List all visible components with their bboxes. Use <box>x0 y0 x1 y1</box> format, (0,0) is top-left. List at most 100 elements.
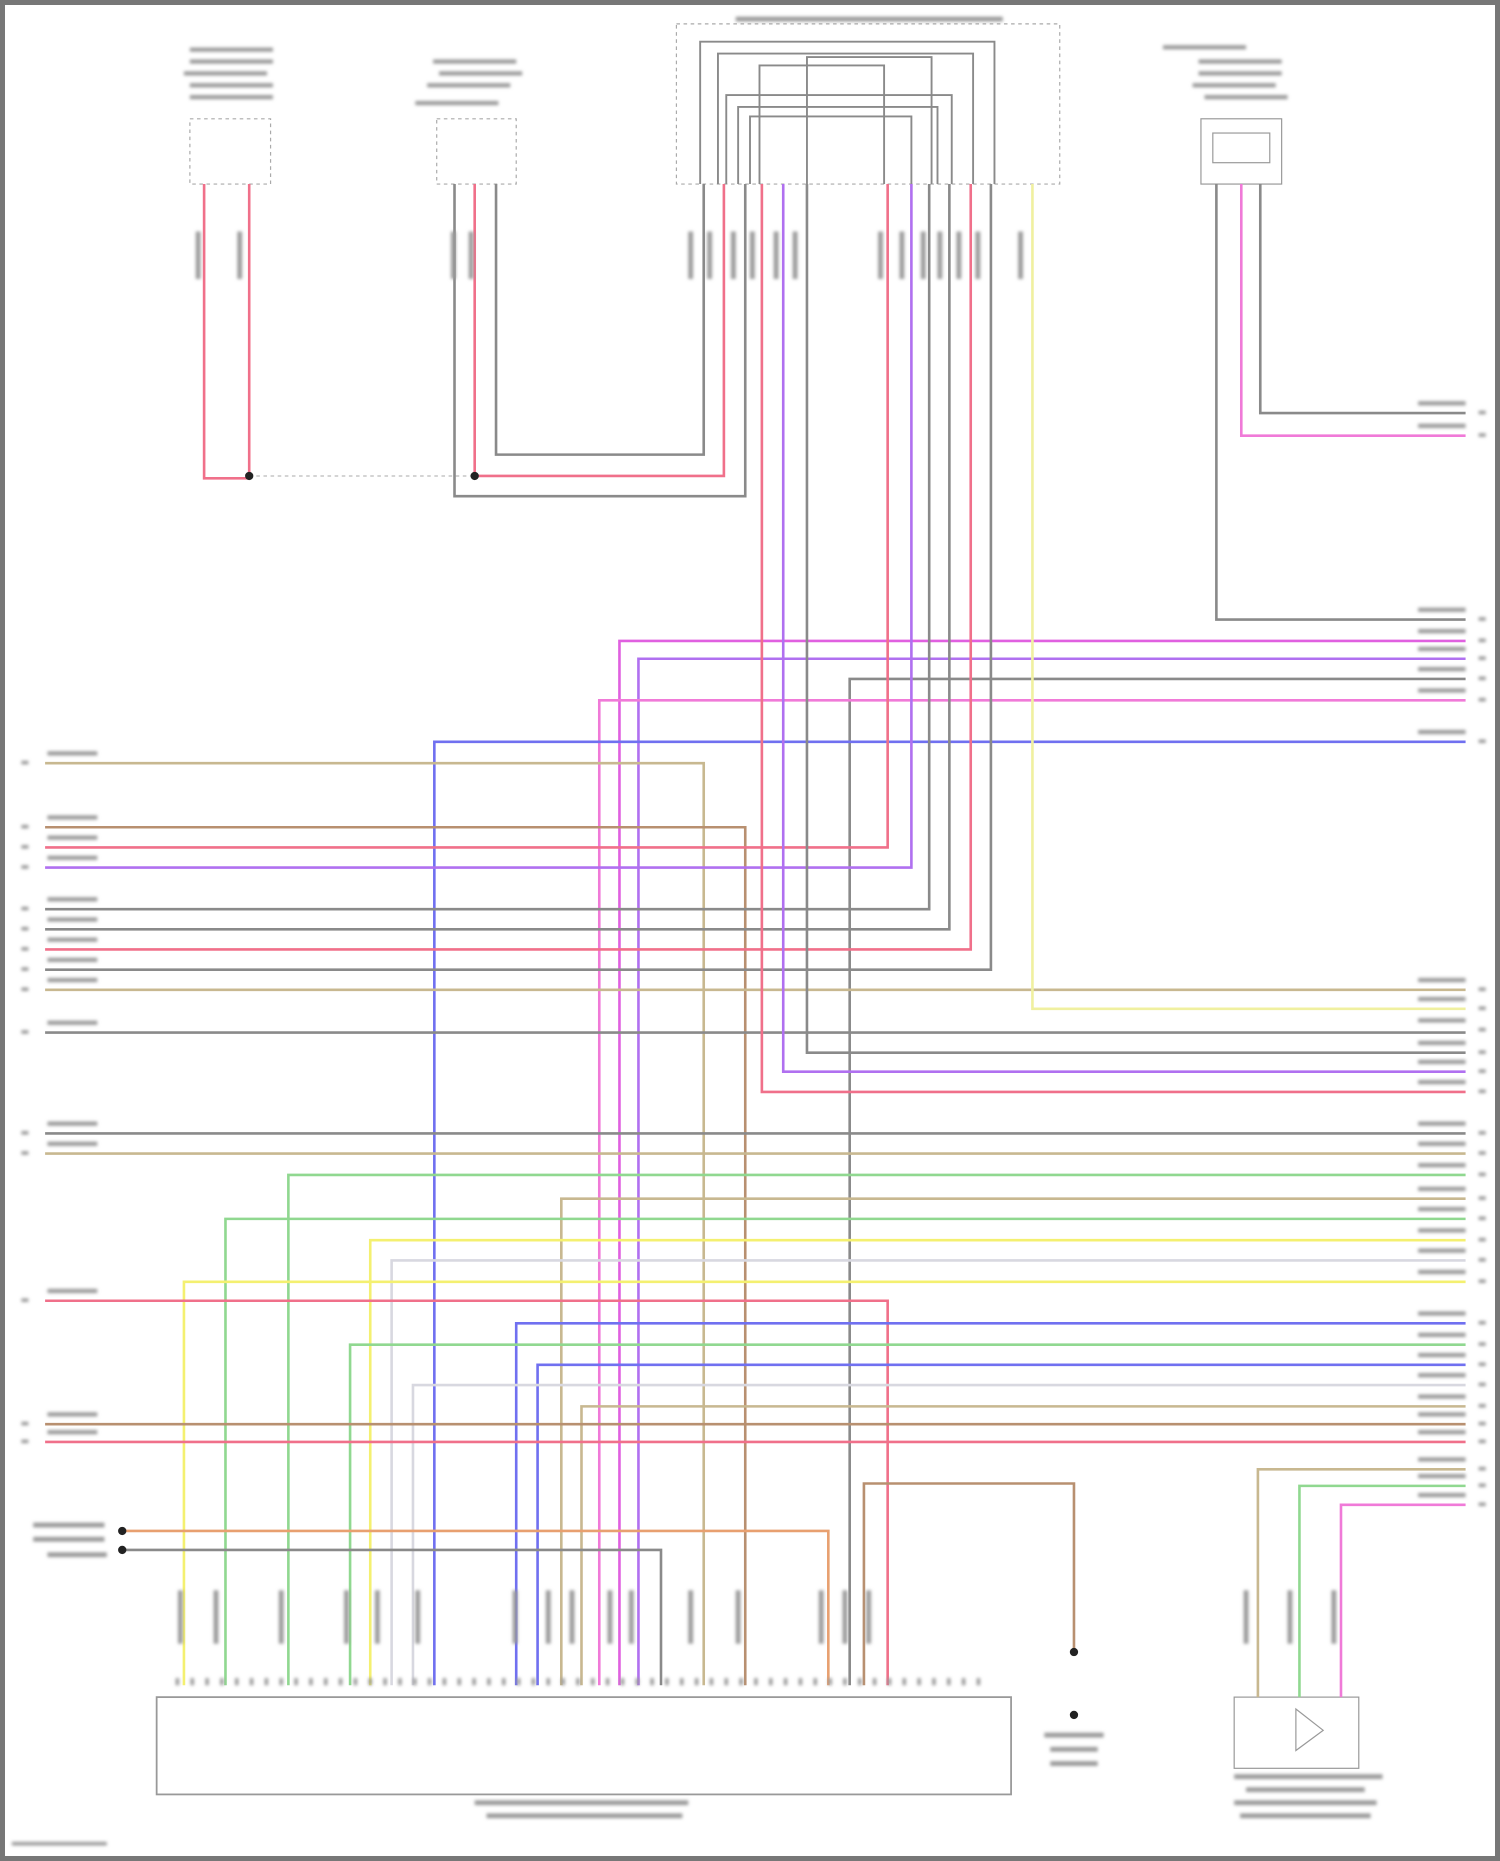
illegible-label <box>1204 95 1288 100</box>
illegible-label <box>842 1590 848 1644</box>
illegible-label <box>1418 1394 1466 1399</box>
illegible-label <box>21 824 29 829</box>
illegible-label <box>47 1141 98 1146</box>
illegible-label <box>1418 1040 1466 1046</box>
illegible-label <box>1418 1474 1466 1479</box>
illegible-label <box>783 1678 788 1686</box>
illegible-label <box>1478 1362 1486 1367</box>
illegible-label <box>279 1678 284 1686</box>
illegible-label <box>878 231 883 279</box>
illegible-label <box>468 231 474 279</box>
illegible-label <box>487 1678 491 1686</box>
illegible-label <box>937 231 943 279</box>
wire-red <box>45 184 973 951</box>
illegible-label <box>1478 1483 1486 1488</box>
illegible-label <box>694 1678 699 1686</box>
illegible-label <box>792 231 798 279</box>
illegible-label <box>1478 656 1486 660</box>
illegible-label <box>1478 1403 1486 1408</box>
illegible-label <box>427 83 511 88</box>
components <box>155 23 1360 1796</box>
illegible-label <box>1478 1216 1486 1221</box>
illegible-label <box>724 1678 729 1686</box>
illegible-label <box>773 231 779 279</box>
illegible-label <box>1418 667 1466 672</box>
illegible-label <box>1198 59 1282 64</box>
illegible-label <box>688 231 694 279</box>
illegible-label <box>1198 71 1282 76</box>
illegible-label <box>190 1678 195 1686</box>
illegible-label <box>21 987 29 992</box>
illegible-label <box>309 1678 313 1686</box>
illegible-label <box>47 1020 98 1025</box>
wire-grey <box>45 184 993 971</box>
illegible-label <box>1478 1279 1486 1283</box>
illegible-label <box>427 1678 432 1686</box>
illegible-label <box>709 1678 714 1686</box>
illegible-label <box>857 1678 862 1686</box>
illegible-label <box>1478 1131 1486 1135</box>
illegible-label <box>1240 1813 1371 1819</box>
illegible-label <box>1478 410 1486 415</box>
wire-pink <box>1339 1503 1466 1698</box>
illegible-label <box>1478 1421 1486 1426</box>
illegible-label <box>1478 1320 1486 1325</box>
illegible-label <box>213 1590 219 1644</box>
wire-lightgrey <box>411 1383 1466 1686</box>
illegible-label <box>1418 996 1466 1002</box>
illegible-label <box>249 1678 254 1686</box>
illegible-label <box>1234 1774 1383 1779</box>
illegible-label <box>1246 1787 1365 1793</box>
illegible-label <box>1243 1590 1249 1644</box>
illegible-label <box>398 1678 402 1686</box>
wire-orange <box>122 1529 830 1686</box>
wire-red <box>202 184 250 480</box>
illegible-label <box>1478 1069 1486 1073</box>
illegible-label <box>47 1288 98 1294</box>
illegible-label <box>264 1678 269 1686</box>
illegible-label <box>620 1678 625 1686</box>
illegible-label <box>1478 697 1486 702</box>
illegible-label <box>754 1678 758 1686</box>
illegible-label <box>220 1678 224 1686</box>
illegible-label <box>798 1678 803 1686</box>
illegible-label <box>1418 1332 1466 1337</box>
illegible-label <box>569 1590 575 1644</box>
illegible-label <box>47 937 98 942</box>
illegible-label <box>512 1590 518 1644</box>
illegible-label <box>917 1678 921 1686</box>
junction-dot <box>118 1526 127 1536</box>
illegible-label <box>679 1678 684 1686</box>
illegible-label <box>47 1412 98 1417</box>
illegible-label <box>11 1841 107 1846</box>
illegible-label <box>1478 1502 1486 1507</box>
illegible-label <box>189 59 273 64</box>
wire-green <box>287 1173 1466 1686</box>
illegible-label <box>47 855 98 860</box>
illegible-label <box>21 845 29 849</box>
illegible-label <box>21 1298 29 1302</box>
junction-dot <box>470 471 479 481</box>
illegible-label <box>768 1678 773 1686</box>
wire-red <box>45 184 889 849</box>
illegible-label <box>234 1678 239 1686</box>
illegible-label <box>1478 617 1486 621</box>
illegible-label <box>21 760 29 765</box>
illegible-label <box>439 71 523 76</box>
wire-grey <box>122 1548 663 1686</box>
illegible-label <box>33 1536 105 1542</box>
illegible-label <box>739 1678 743 1686</box>
illegible-label <box>1418 423 1466 428</box>
illegible-label <box>1478 1342 1486 1346</box>
illegible-label <box>1418 1373 1466 1378</box>
illegible-label <box>21 1151 29 1155</box>
wire-grey <box>453 184 747 498</box>
illegible-label <box>21 906 29 911</box>
wire-purple <box>781 184 1466 1074</box>
illegible-label <box>294 1678 298 1686</box>
illegible-label <box>887 1678 892 1686</box>
illegible-label <box>828 1678 832 1686</box>
illegible-label <box>175 1678 180 1686</box>
illegible-label <box>956 231 962 279</box>
